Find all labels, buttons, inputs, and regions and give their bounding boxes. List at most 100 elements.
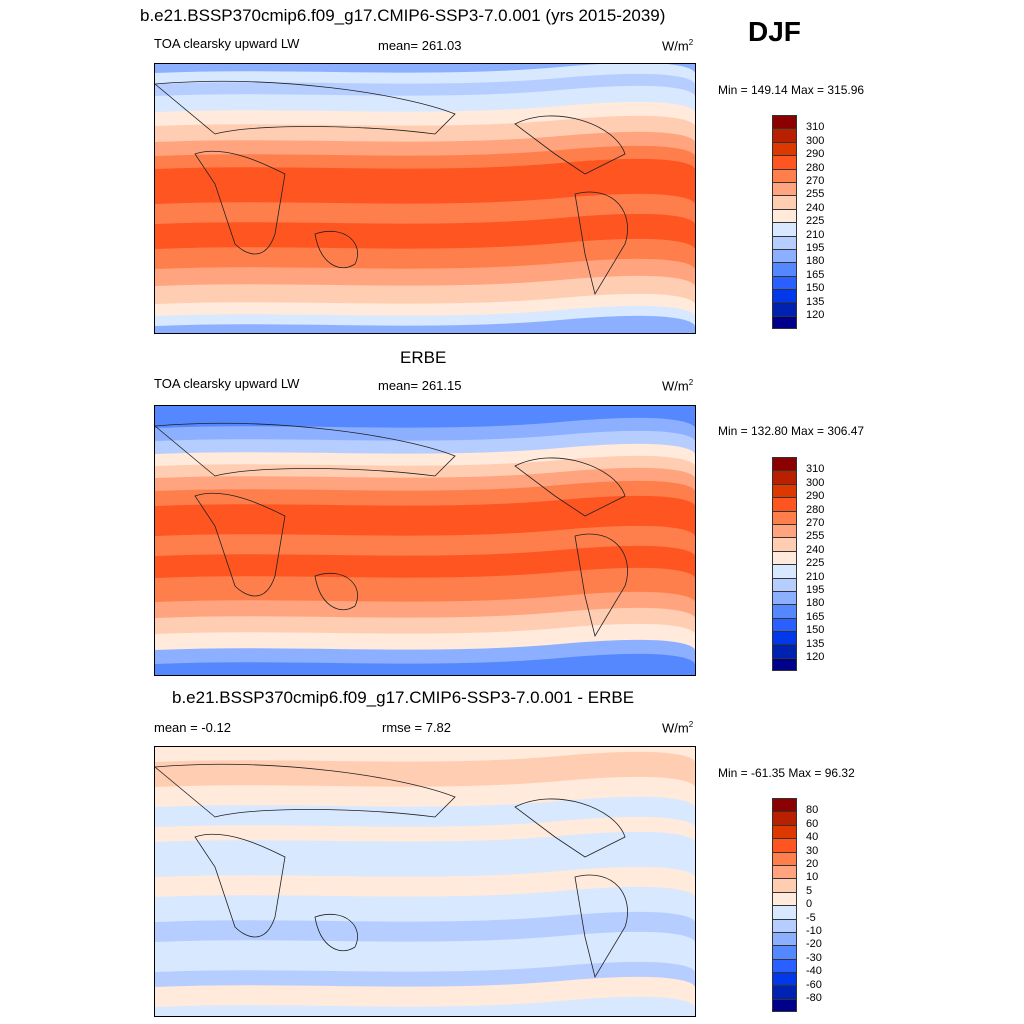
colorbar-label: 150 (806, 282, 825, 295)
colorbar-box (772, 289, 797, 303)
colorbar-box (772, 315, 797, 330)
contour-band (155, 158, 695, 206)
colorbar-box (772, 617, 797, 632)
coastline (194, 150, 286, 255)
coastline (194, 833, 286, 938)
colorbar-box (772, 918, 797, 932)
colorbar-box (772, 115, 797, 129)
colorbar-box (772, 235, 797, 249)
colorbar-box (772, 878, 797, 892)
panel1-variable: TOA clearsky upward LW (154, 36, 300, 51)
coastline (574, 191, 628, 296)
panel1-title: b.e21.BSSP370cmip6.f09_g17.CMIP6-SSP3-7.… (140, 6, 666, 25)
colorbar-label: 310 (806, 463, 825, 476)
coastline (194, 492, 286, 597)
colorbar-box (772, 470, 797, 484)
panel1-minmax: Min = 149.14 Max = 315.96 (718, 83, 865, 97)
colorbar-label: 255 (806, 530, 825, 543)
contour-band (155, 976, 695, 1009)
contour-band (155, 866, 695, 899)
colorbar-label: 280 (806, 503, 825, 516)
colorbar-label: 290 (806, 490, 825, 503)
contour-band (155, 911, 695, 944)
panel1-colorbar (772, 115, 797, 330)
panel2-variable: TOA clearsky upward LW (154, 376, 300, 391)
colorbar-label: -10 (806, 925, 822, 937)
colorbar-label: 30 (806, 844, 819, 857)
colorbar-box (772, 181, 797, 196)
panel2-mean: mean= 261.15 (378, 378, 462, 393)
panel2-colorbar (772, 457, 797, 672)
colorbar-label: 120 (806, 651, 825, 663)
colorbar-box (772, 958, 797, 973)
panel2-map (154, 405, 696, 676)
colorbar-label: 300 (806, 134, 825, 147)
contour-band (155, 193, 695, 226)
colorbar-box (772, 248, 797, 263)
colorbar-label: 5 (806, 884, 813, 897)
contour-band (155, 996, 695, 1016)
contour-band (155, 213, 695, 251)
contour-band (155, 567, 695, 604)
colorbar-label: 180 (806, 255, 825, 268)
contour-band (155, 751, 695, 789)
colorbar-box (772, 577, 797, 591)
panel2-title: ERBE (400, 348, 447, 367)
coastline (155, 80, 456, 135)
colorbar-box (772, 798, 797, 812)
colorbar-box (772, 851, 797, 865)
contour-band (155, 653, 695, 675)
contour-band (155, 931, 695, 974)
colorbar-box (772, 604, 797, 618)
panel3-map (154, 746, 696, 1017)
panel3-units: W/m2 (662, 720, 694, 736)
colorbar-label: 120 (806, 309, 825, 321)
colorbar-label: -60 (806, 978, 822, 991)
contour-band (155, 545, 695, 580)
colorbar-label: 60 (806, 817, 819, 830)
contour-band (155, 831, 695, 879)
colorbar-label: -40 (806, 965, 822, 978)
colorbar-label: 310 (806, 121, 825, 134)
contour-band (155, 886, 695, 924)
panel2-units: W/m2 (662, 378, 694, 394)
colorbar-box (772, 838, 797, 852)
colorbar-box (772, 168, 797, 182)
colorbar-box (772, 864, 797, 879)
colorbar-label: 300 (806, 476, 825, 489)
colorbar-box (772, 497, 797, 511)
colorbar-label: 0 (806, 898, 813, 911)
coastline (314, 572, 358, 611)
colorbar-box (772, 985, 797, 999)
colorbar-label: 40 (806, 831, 819, 844)
colorbar-box (772, 195, 797, 209)
colorbar-box (772, 590, 797, 605)
colorbar-label: 165 (806, 610, 825, 623)
panel1-units: W/m2 (662, 38, 694, 54)
colorbar-box (772, 824, 797, 839)
panel3-title: b.e21.BSSP370cmip6.f09_g17.CMIP6-SSP3-7.… (172, 688, 635, 707)
colorbar-label: -20 (806, 938, 822, 951)
coastline (514, 798, 626, 858)
season-label: DJF (748, 16, 801, 47)
colorbar-box (772, 657, 797, 672)
panel1-mean: mean= 261.03 (378, 38, 462, 53)
colorbar-box (772, 128, 797, 142)
colorbar-box (772, 510, 797, 524)
colorbar-label: 225 (806, 557, 825, 570)
colorbar-label: 210 (806, 570, 825, 583)
colorbar-label: 150 (806, 624, 825, 637)
colorbar-label: 195 (806, 242, 825, 254)
contour-band (155, 796, 695, 829)
colorbar-label: 225 (806, 215, 825, 228)
contour-band (155, 776, 695, 809)
colorbar-label: 10 (806, 871, 819, 884)
colorbar-box (772, 302, 797, 316)
colorbar-label: 270 (806, 175, 825, 187)
colorbar-label: 135 (806, 637, 825, 650)
colorbar-label: 270 (806, 517, 825, 529)
colorbar-box (772, 208, 797, 223)
contour-band (155, 238, 695, 271)
colorbar-box (772, 155, 797, 169)
colorbar-label: 195 (806, 584, 825, 596)
